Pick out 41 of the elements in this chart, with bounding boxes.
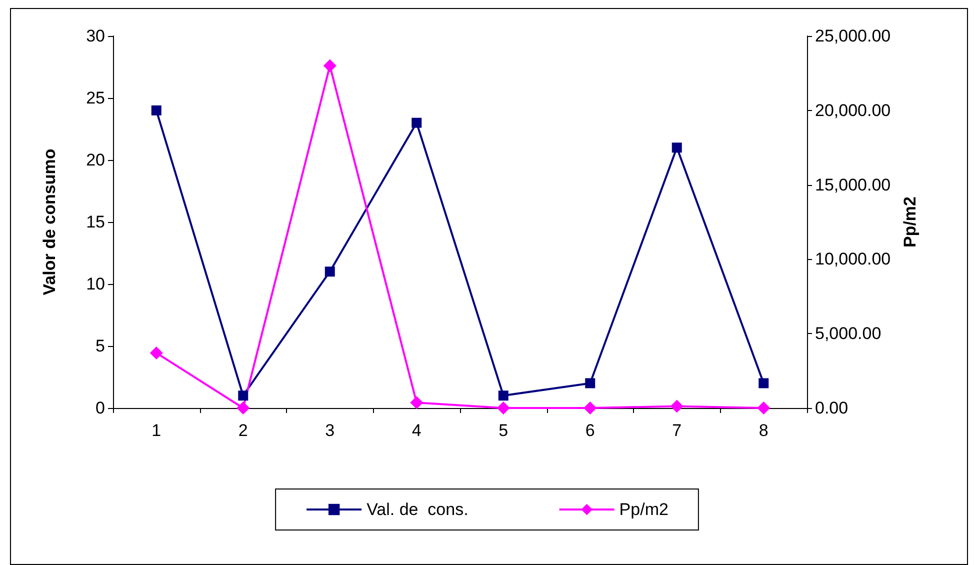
y-axis-title: Valor de consumo [40,148,59,296]
x-tick-label: 3 [325,421,335,440]
y-tick-label: 10 [86,274,105,294]
y2-tick-label: 0.00 [815,398,848,418]
point [323,59,336,72]
point [498,390,508,401]
point [151,105,162,116]
x-tick-label: 8 [758,421,768,440]
x-tick-label: 4 [412,421,422,440]
x-tick-label: 7 [672,421,682,440]
point [236,402,250,414]
point [672,142,682,153]
y-tick-label: 30 [86,26,105,46]
y-tick-label: 20 [86,150,105,170]
point [585,378,596,388]
y2-tick-label: 5,000.00 [815,324,882,344]
point [670,400,684,413]
y2-axis-title: Pp/m2 [900,196,920,248]
point [324,266,335,277]
y2-tick-label: 25,000.00 [815,26,891,46]
y-tick-label: 5 [96,336,105,356]
y2-tick-label: 10,000.00 [815,250,891,269]
x-tick-label: 2 [238,421,248,440]
point [584,402,597,414]
point [757,402,770,414]
point [758,378,769,388]
y-tick-label: 0 [96,398,105,418]
point [496,402,510,414]
point [410,396,424,410]
legend-label: Pp/m2 [619,500,668,519]
y-tick-label: 15 [86,212,105,232]
point [412,118,422,128]
legend-label: Val. de cons. [366,500,468,519]
x-tick-label: 5 [498,421,508,440]
point [238,390,248,401]
y-tick-label: 25 [86,88,105,108]
point [150,346,163,360]
y2-tick-label: 15,000.00 [815,175,891,194]
y2-tick-label: 20,000.00 [815,100,891,120]
x-tick-label: 6 [585,421,595,440]
x-tick-label: 1 [152,421,162,440]
